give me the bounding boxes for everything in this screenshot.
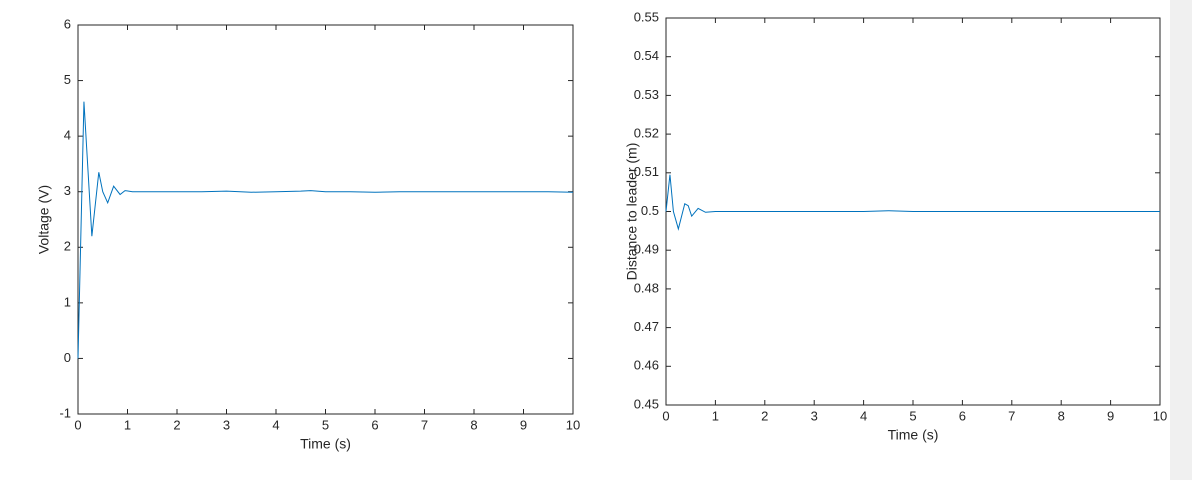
y-tick-label: 3 [64,183,71,198]
y-axis-label: Voltage (V) [36,185,52,254]
y-tick-label: 4 [64,128,71,143]
data-line [665,174,1160,231]
x-tick-label: 4 [272,417,279,432]
x-tick-label: 4 [860,408,867,423]
x-tick-label: 10 [566,417,580,432]
y-tick-label: 6 [64,16,71,31]
y-tick-label: -1 [59,405,71,420]
y-tick-label: 0.54 [634,48,659,63]
data-line [77,101,574,359]
x-tick-label: 2 [761,408,768,423]
x-axis-label: Time (s) [300,436,351,452]
x-tick-label: 3 [223,417,230,432]
y-tick-label: 0 [64,350,71,365]
plot-area [77,24,574,415]
y-tick-label: 0.55 [634,9,659,24]
y-tick-label: 0.48 [634,280,659,295]
x-tick-label: 0 [662,408,669,423]
x-tick-label: 5 [909,408,916,423]
x-tick-label: 9 [1107,408,1114,423]
y-tick-label: 0.49 [634,242,659,257]
x-tick-label: 6 [959,408,966,423]
x-tick-label: 1 [712,408,719,423]
x-tick-label: 1 [124,417,131,432]
y-tick-label: 1 [64,294,71,309]
x-tick-label: 0 [74,417,81,432]
x-tick-label: 7 [421,417,428,432]
x-tick-label: 5 [322,417,329,432]
y-axis-label: Distance to leader (m) [624,143,640,281]
x-tick-label: 9 [520,417,527,432]
x-tick-label: 10 [1153,408,1167,423]
x-tick-label: 8 [1058,408,1065,423]
x-tick-label: 6 [371,417,378,432]
side-strip [1170,0,1192,480]
x-tick-label: 3 [811,408,818,423]
y-tick-label: 0.5 [641,203,659,218]
x-tick-label: 8 [470,417,477,432]
x-axis-label: Time (s) [888,427,939,443]
y-tick-label: 0.45 [634,396,659,411]
y-tick-label: 0.52 [634,126,659,141]
x-tick-label: 2 [173,417,180,432]
y-tick-label: 0.47 [634,319,659,334]
y-tick-label: 0.53 [634,87,659,102]
x-tick-label: 7 [1008,408,1015,423]
y-tick-label: 0.46 [634,358,659,373]
y-tick-label: 0.51 [634,164,659,179]
y-tick-label: 5 [64,72,71,87]
y-tick-label: 2 [64,239,71,254]
